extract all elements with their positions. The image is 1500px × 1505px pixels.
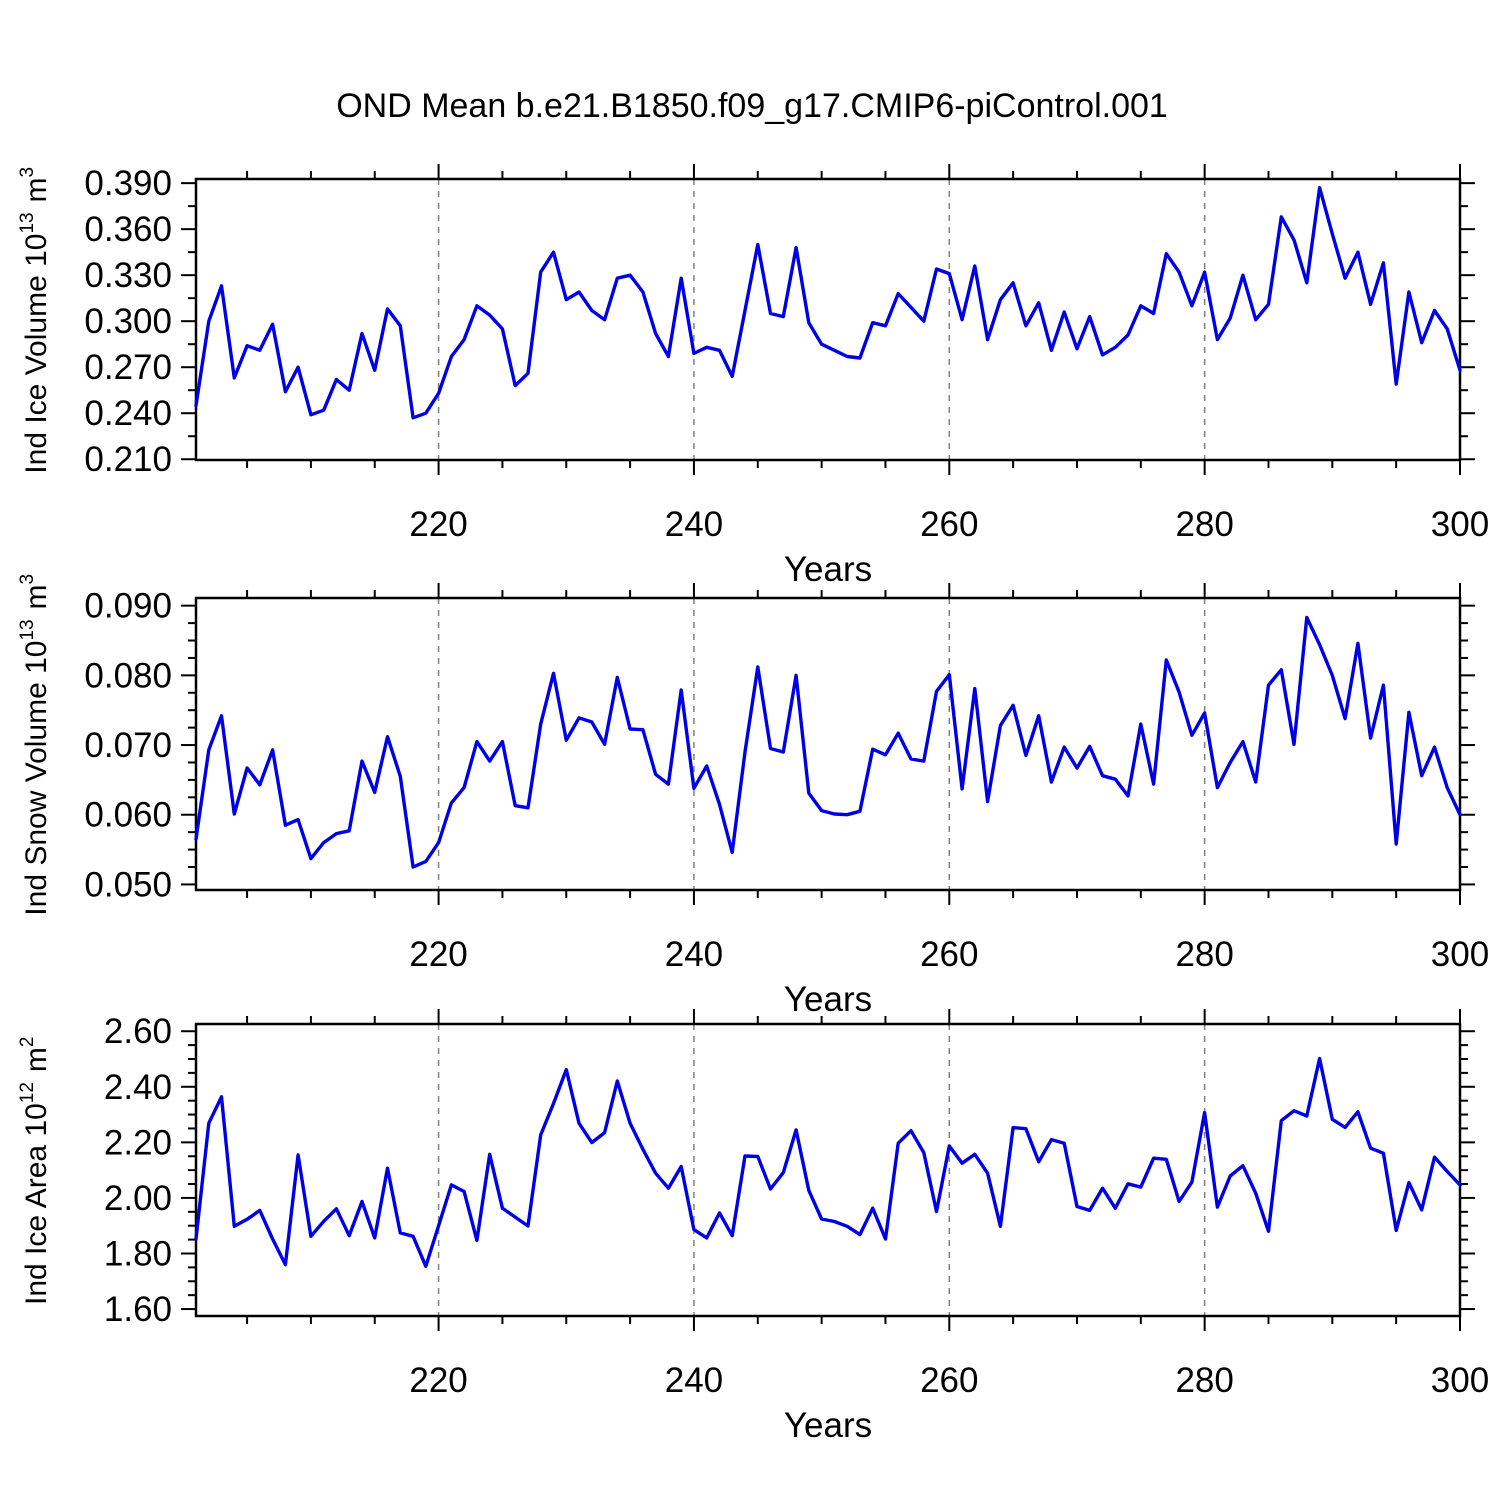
- y-tick-label: 1.80: [104, 1234, 172, 1273]
- panel-ind-ice-volume: 220 240 260 280 300 Years 0.210 0.240 0.270 0.300…: [17, 164, 1489, 589]
- x-tick-label: 240: [665, 935, 723, 974]
- x-tick-label: 300: [1431, 1361, 1489, 1400]
- x-tick-label: 240: [665, 1361, 723, 1400]
- x-tick-label: 300: [1431, 935, 1489, 974]
- y-tick-label: 0.360: [84, 210, 172, 249]
- x-axis-label: Years: [784, 980, 872, 1019]
- y-tick-label: 1.60: [104, 1290, 172, 1329]
- x-axis-label: Years: [784, 550, 872, 589]
- y-tick-label: 2.20: [104, 1123, 172, 1162]
- x-tick-label: 260: [920, 505, 978, 544]
- panel-ind-ice-area: 220 240 260 280 300 Years 1.60 1.80 2.00 2.20 2.40…: [17, 1009, 1489, 1445]
- data-line-ind-ice-area: [194, 1056, 1462, 1269]
- y-tick-label: 0.240: [84, 394, 172, 433]
- y-tick-label: 0.270: [84, 348, 172, 387]
- y-tick-label: 0.050: [84, 865, 172, 904]
- x-tick-label: 280: [1175, 1361, 1233, 1400]
- x-axis-label: Years: [784, 1406, 872, 1445]
- y-tick-label: 2.40: [104, 1068, 172, 1107]
- plot-frame: [194, 177, 1462, 462]
- data-line-ind-snow-volume: [194, 615, 1462, 869]
- data-line-ind-ice-volume: [194, 185, 1462, 420]
- panel-ind-snow-volume: 220 240 260 280 300 Years 0.050 0.060 0.070 0.080…: [17, 572, 1489, 1019]
- y-axis-label: Ind Ice Area 1012 m2: [17, 1035, 53, 1305]
- x-tick-label: 240: [665, 505, 723, 544]
- plot-frame: [194, 596, 1462, 892]
- x-tick-label: 220: [409, 935, 467, 974]
- y-tick-label: 0.300: [84, 302, 172, 341]
- y-tick-label: 0.210: [84, 440, 172, 479]
- y-tick-label: 0.070: [84, 726, 172, 765]
- x-tick-label: 260: [920, 1361, 978, 1400]
- y-tick-label: 2.60: [104, 1012, 172, 1051]
- y-tick-label: 2.00: [104, 1179, 172, 1218]
- x-tick-label: 220: [409, 1361, 467, 1400]
- y-axis-label: Ind Ice Volume 1013 m3: [17, 165, 53, 473]
- x-tick-label: 300: [1431, 505, 1489, 544]
- y-tick-label: 0.080: [84, 656, 172, 695]
- y-tick-label: 0.060: [84, 796, 172, 835]
- x-tick-label: 220: [409, 505, 467, 544]
- figure-title: OND Mean b.e21.B1850.f09_g17.CMIP6-piCon…: [336, 87, 1168, 125]
- x-tick-label: 260: [920, 935, 978, 974]
- x-tick-label: 280: [1175, 505, 1233, 544]
- y-axis-label: Ind Snow Volume 1013 m3: [17, 572, 53, 915]
- y-tick-label: 0.090: [84, 587, 172, 626]
- panels-group: 220 240 260 280 300 Years 0.210 0.240 0.270 0.300…: [17, 164, 1489, 1445]
- y-tick-label: 0.330: [84, 256, 172, 295]
- x-tick-label: 280: [1175, 935, 1233, 974]
- y-tick-label: 0.390: [84, 164, 172, 203]
